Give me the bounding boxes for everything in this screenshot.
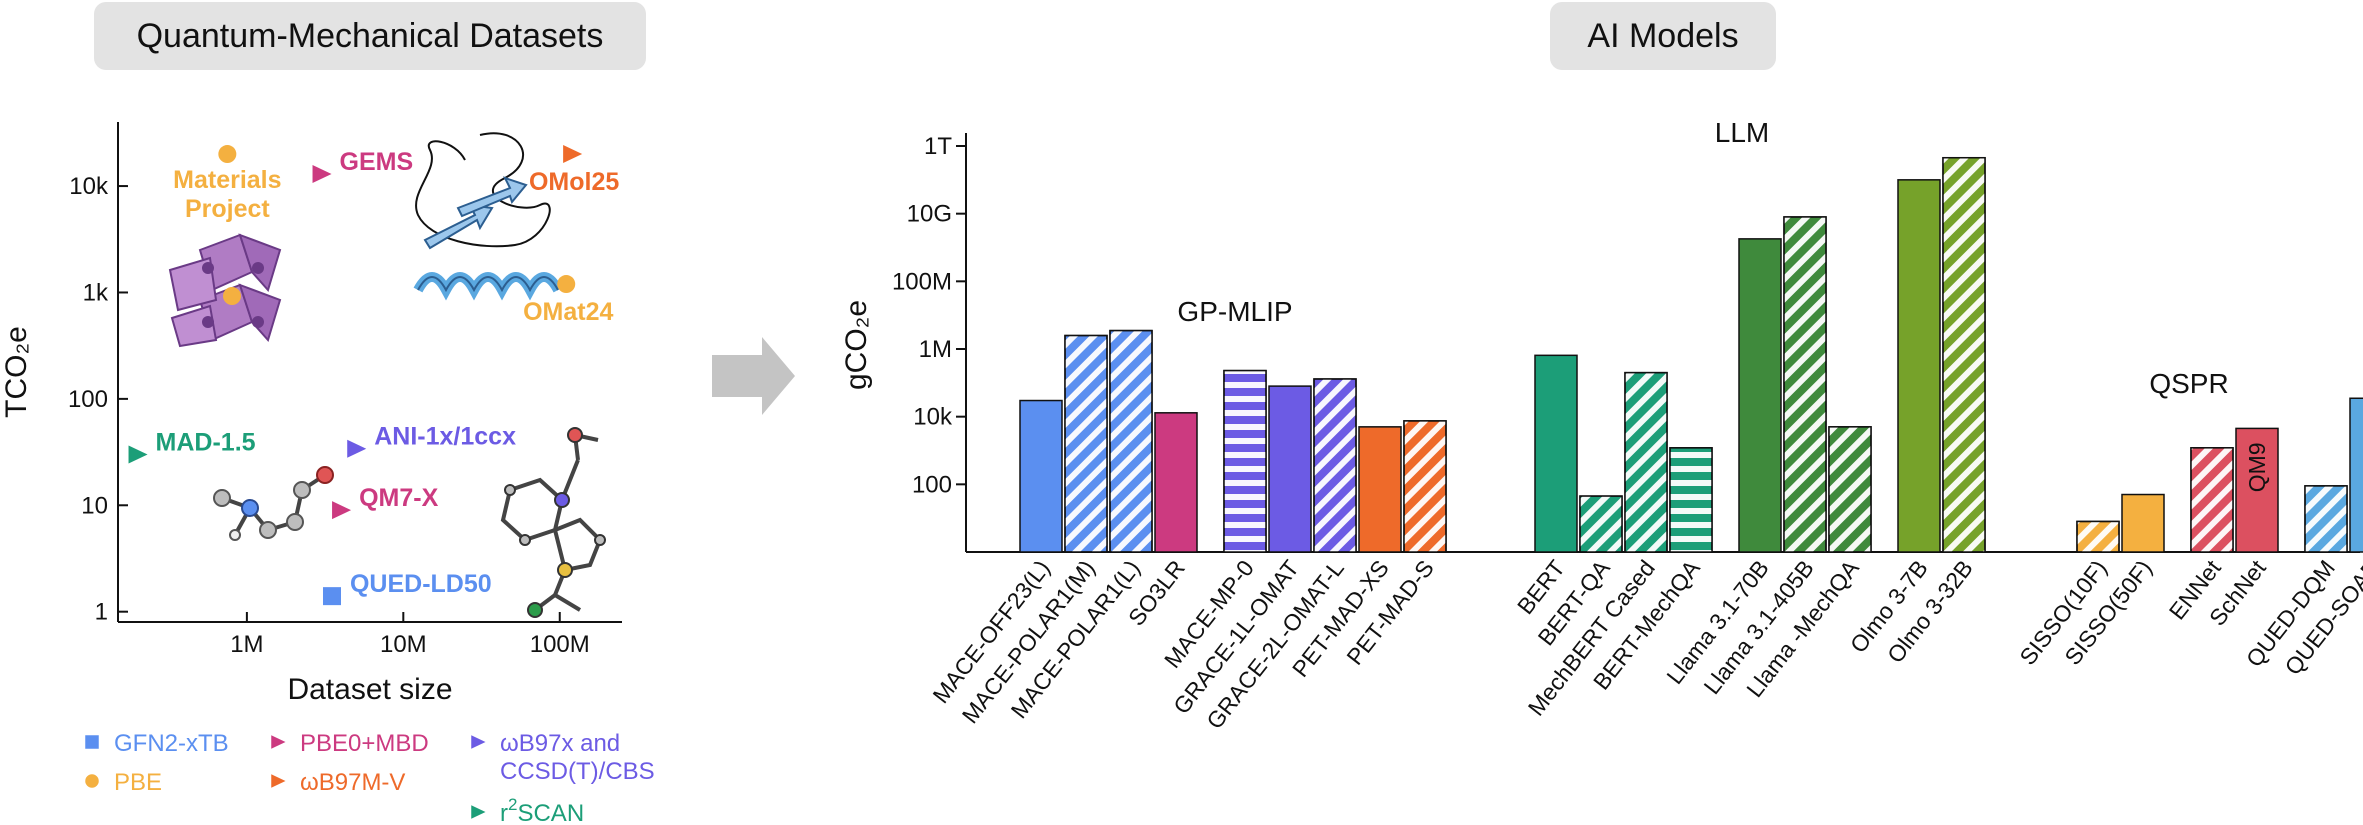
arrow-icon [712, 337, 795, 415]
group-label-llm: LLM [1715, 117, 1769, 148]
legend-item-label: ωB97M-V [300, 769, 405, 796]
scatter-point-mad-1-5 [128, 445, 148, 464]
bar-llama-3-1-70b [1738, 238, 1782, 553]
legend-marker [85, 774, 99, 788]
scatter-x-tick-label: 10M [380, 631, 427, 658]
header-right: AI Models [1550, 2, 1776, 70]
legend-item-label: ωB97x and [500, 730, 620, 757]
scatter-point-label: Project [185, 195, 270, 223]
bar-hatch-qued-dqm [2304, 485, 2348, 553]
legend-marker [471, 805, 486, 819]
scatter-point-materials [218, 145, 237, 164]
scatter-point-label: Materials [173, 166, 281, 194]
scatter-y-tick-label: 10k [69, 173, 109, 200]
bar-hatch-grace-2l-omat-l [1313, 378, 1357, 553]
legend-item-label: PBE0+MBD [300, 730, 429, 757]
scatter-point-label: QM7-X [359, 484, 439, 512]
scatter-point-label: MAD-1.5 [156, 429, 256, 457]
legend-marker [271, 735, 286, 749]
bar-hatch-mechbert-cased [1624, 371, 1668, 553]
bar-y-tick-label: 100M [892, 268, 952, 295]
scatter-point-label: ANI-1x/1ccx [374, 423, 516, 451]
legend-item-label: PBE [114, 769, 162, 796]
bar-hatch-llama-mechqa [1828, 426, 1872, 553]
bar-hatch-bert-mechqa [1669, 447, 1713, 553]
header-left: Quantum-Mechanical Datasets [94, 2, 646, 70]
bar-y-tick-label: 10G [907, 201, 952, 228]
bar-schnet [2235, 427, 2279, 553]
bar-hatch-llama-3-1-405b [1783, 216, 1827, 553]
scatter-y-tick-label: 10 [81, 492, 108, 519]
bar-pet-mad-xs [1358, 426, 1402, 553]
bar-hatch-mace-polar1-l [1109, 329, 1153, 553]
bar-hatch-ennet [2190, 447, 2234, 553]
scatter-point-qm7-x [332, 501, 352, 520]
bar-categories: MACE-OFF23(L)MACE-POLAR1(M)MACE-POLAR1(L… [927, 555, 2363, 734]
scatter-y-tick-label: 100 [68, 386, 108, 413]
scatter-x-tick-label: 100M [530, 631, 590, 658]
large-molecule-icon [500, 427, 606, 618]
bar-olmo-3-7b [1897, 179, 1941, 553]
scatter-point-label: OMat24 [523, 298, 613, 326]
bar-hatch-mace-mp-0 [1223, 369, 1267, 553]
legend-marker [471, 735, 486, 749]
bar-ticks: 100 10k 1M 100M 10G 1T [892, 133, 966, 498]
scatter-point-qued-ld50 [322, 587, 341, 606]
bar-y-tick-label: 10k [913, 404, 953, 431]
bar-hatch-olmo-3-32b [1942, 156, 1986, 553]
scatter-axes [117, 122, 622, 623]
group-label-gp-mlip: GP-MLIP [1177, 296, 1292, 327]
crystal-structure-icon [168, 233, 282, 348]
header-left-text: Quantum-Mechanical Datasets [137, 17, 604, 55]
scatter-point-gems [312, 164, 332, 183]
bar-hatch-mace-polar1-m [1064, 334, 1108, 553]
scatter-point-label: GEMS [340, 148, 414, 176]
legend-item-label: CCSD(T)/CBS [500, 758, 655, 785]
legend-marker [271, 774, 286, 788]
bar-grace-1l-omat [1268, 385, 1312, 553]
bar-bert [1534, 354, 1578, 553]
bar-y-tick-label: 1M [919, 336, 952, 363]
bar-hatch-pet-mad-s [1403, 420, 1447, 553]
scatter-ticks: 1M 10M 100M 1 10 100 1k 10k [68, 173, 590, 658]
scatter-y-axis-label: TCO₂e [0, 326, 33, 418]
scatter-y-tick-label: 1k [83, 279, 109, 306]
scatter-x-axis-label: Dataset size [287, 673, 452, 706]
bar-marks: QM9 LD50 [1019, 156, 2363, 553]
scatter-point-label: OMol25 [529, 168, 619, 196]
bar-label-qued-soap: LD50 [2358, 412, 2363, 467]
bar-y-axis-label: gCO₂e [840, 300, 873, 390]
bar-mace-off23-l [1019, 399, 1063, 553]
scatter-y-tick-label: 1 [95, 599, 108, 626]
bar-qued-soap [2349, 397, 2363, 553]
bar-y-tick-label: 100 [912, 471, 952, 498]
bar-chart: 100 10k 1M 100M 10G 1T gCO₂e GP-MLIP LLM QSPR… [840, 117, 2363, 734]
scatter-point-omat24 [557, 275, 576, 294]
small-molecule-icon [213, 466, 334, 541]
scatter-point-ani-1x-1ccx [347, 439, 367, 458]
legend-marker [85, 735, 99, 749]
group-label-qspr: QSPR [2149, 368, 2228, 399]
header-right-text: AI Models [1587, 17, 1738, 55]
bar-hatch-sisso-10f [2076, 520, 2120, 553]
protein-icon [413, 132, 563, 301]
legend-item-label: r2SCAN [500, 795, 584, 825]
bar-y-tick-label: 1T [924, 133, 952, 160]
legend: GFN2-xTB PBE PBE0+MBD ωB97M-V ωB97x andCCSD(… [85, 730, 655, 825]
scatter-point-omol25 [563, 145, 583, 164]
bar-hatch-bert-qa [1579, 495, 1623, 553]
scatter-x-tick-label: 1M [230, 631, 263, 658]
legend-item-label: GFN2-xTB [114, 730, 229, 757]
bar-so3lr [1154, 412, 1198, 553]
scatter-chart: 1M 10M 100M 1 10 100 1k 10k Dataset size TCO₂e [0, 122, 622, 706]
bar-label-schnet: QM9 [2244, 442, 2270, 492]
bar-sisso-50f [2121, 493, 2165, 553]
scatter-point-label: QUED-LD50 [350, 570, 492, 598]
